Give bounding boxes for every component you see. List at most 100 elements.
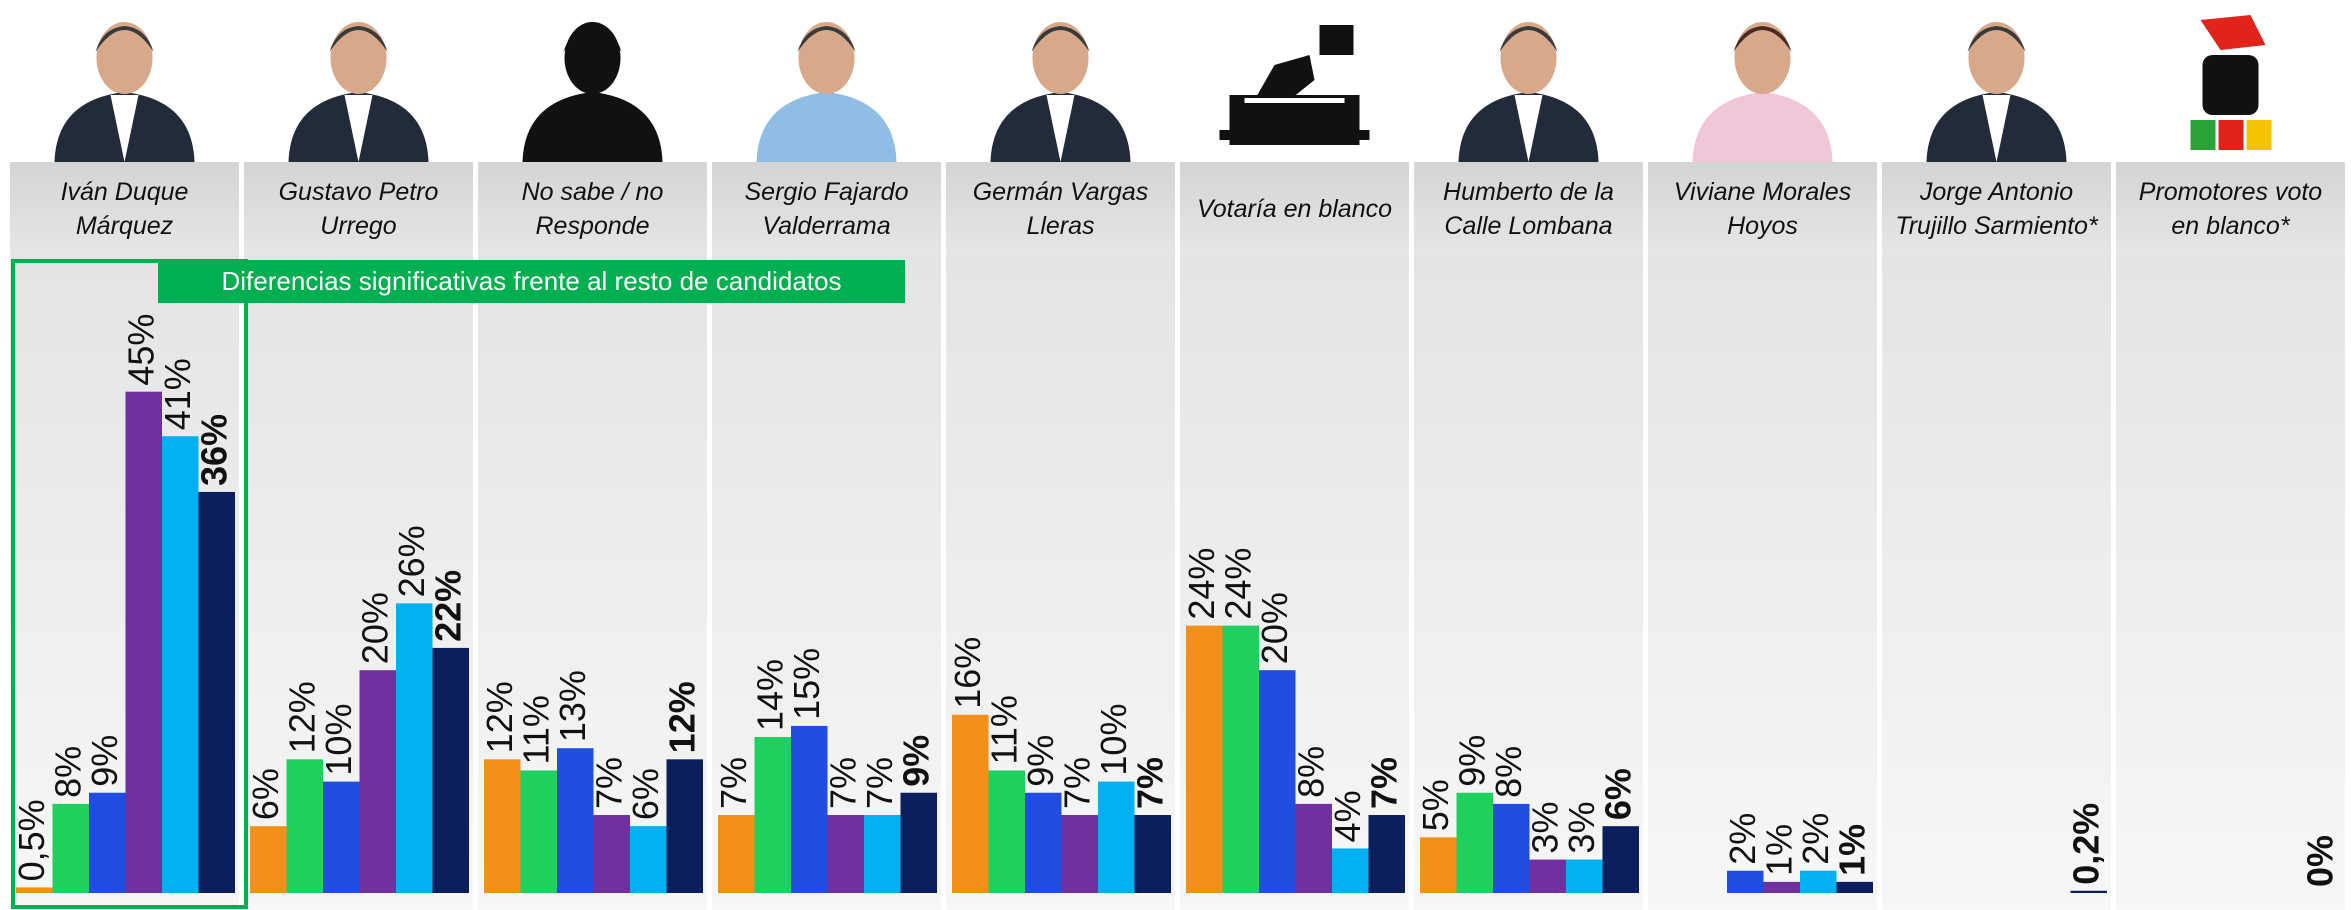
value-label: 0,5% [11,799,52,881]
value-label: 2% [1722,813,1763,865]
bar [1025,792,1062,893]
bar [1529,859,1566,893]
candidate-picture [2190,15,2272,150]
head [798,22,855,94]
bar [198,491,235,893]
value-label: 22% [427,570,468,642]
bar [1098,781,1135,893]
value-label: 0,2% [2065,803,2106,885]
candidate-name: Iván Duque Márquez [60,177,189,240]
bar [250,826,287,893]
value-label: 13% [552,670,593,742]
hair [95,26,154,52]
bar [1836,881,1873,893]
value-label: 10% [1093,704,1134,776]
value-label: 9% [1451,735,1492,787]
header-background [712,162,941,255]
value-label: 14% [749,659,790,731]
bar [286,759,323,893]
column-background [1414,255,1643,910]
bar [593,815,630,893]
logo-bar-red [2218,120,2244,150]
value-label: 24% [1217,548,1258,620]
value-label: 9% [84,735,125,787]
ballot-box-top [1219,130,1370,140]
header-background [10,162,239,255]
value-label: 8% [47,746,88,798]
header-background [478,162,707,255]
bar [1368,815,1405,893]
header-background [1180,162,1409,255]
bar [754,737,791,893]
value-label: 15% [786,648,827,720]
head [1500,22,1557,94]
shoulders [1692,92,1833,162]
value-label: 7% [859,757,900,809]
shoulders [756,92,897,162]
ballot [1319,25,1354,55]
value-label: 7% [822,757,863,809]
bar [1456,792,1493,893]
value-label: 36% [193,414,234,486]
bar [557,748,594,893]
value-label: 20% [1254,592,1295,664]
hair [329,26,388,52]
shirt [1982,95,2011,162]
shirt [344,95,373,162]
bar [16,887,53,893]
value-label: 7% [713,757,754,809]
value-label: 8% [1488,746,1529,798]
bar [1295,803,1332,893]
header-background [2116,162,2345,255]
value-label: 41% [157,358,198,430]
head [1032,22,1089,94]
value-label: 12% [281,681,322,753]
candidate-name: Promotores voto en blanco* [2138,177,2323,240]
candidate-picture [990,22,1131,162]
hair [1031,26,1090,52]
bar [1222,625,1259,893]
hair [1967,26,2026,52]
bar [52,803,89,893]
candidate-picture [54,22,195,162]
head [1968,22,2025,94]
candidate-name: Jorge Antonio Trujillo Sarmiento* [1895,177,2098,240]
value-label: 7% [1129,757,1170,809]
bar [2070,890,2107,893]
bar [666,759,703,893]
value-label: 11% [983,695,1024,764]
bar [1420,837,1457,893]
bar [125,391,162,893]
bar [1332,848,1369,893]
bar [791,725,828,893]
bar [827,815,864,893]
hair [1499,26,1558,52]
hair [797,26,856,52]
header-background [1414,162,1643,255]
value-label: 2% [1795,813,1836,865]
candidate-name: Viviane Morales Hoyos [1673,177,1852,240]
candidate-name: No sabe / no Responde [521,177,664,240]
highlight-frame [11,259,248,909]
shirt [1514,95,1543,162]
annotation: Diferencias significativas frente al res… [158,260,905,303]
bar [1602,826,1639,893]
hair [1733,26,1792,52]
value-label: 6% [245,768,286,820]
bar [520,770,557,893]
bar [1259,670,1296,893]
bar [900,792,937,893]
candidate-picture [288,22,429,162]
header-background [244,162,473,255]
shirt [1046,95,1075,162]
value-label: 1% [1831,824,1872,876]
candidate-name: Germán Vargas Lleras [972,177,1149,240]
bar [988,770,1025,893]
candidate-name: Gustavo Petro Urrego [278,177,439,240]
value-label: 3% [1561,802,1602,854]
value-label: 6% [625,768,666,820]
bar [1493,803,1530,893]
bar [630,826,667,893]
bar [1727,870,1764,893]
